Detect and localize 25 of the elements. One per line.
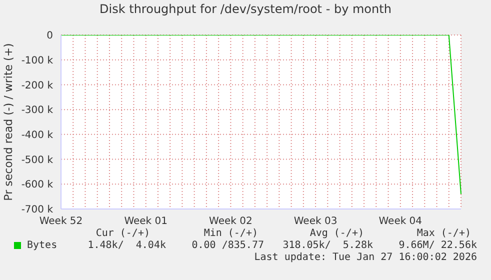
y-tick-label: -200 k	[21, 80, 54, 92]
text: 318.05k/ 5.28k	[282, 240, 373, 251]
y-axis-title: Pr second read (-) / write (+)	[2, 43, 15, 201]
legend-label: Bytes	[26, 240, 58, 251]
text: 1.48k/ 4.04k	[88, 240, 166, 251]
y-tick-label: -500 k	[21, 154, 54, 166]
text: Cur (-/+)	[96, 228, 150, 239]
x-tick-label: Week 02	[209, 216, 252, 228]
text: Min (-/+)	[204, 228, 258, 239]
y-tick-label: -400 k	[21, 130, 54, 141]
x-tick-label: Week 01	[124, 216, 168, 228]
text: 9.66M/ 22.56k	[398, 240, 477, 251]
y-tick-label: 0	[46, 30, 53, 42]
text: Avg (-/+)	[310, 228, 364, 239]
x-tick-label: Week 04	[378, 216, 422, 228]
text: Last update: Tue Jan 27 16:00:02 2026	[254, 252, 477, 263]
text: Max (-/+)	[416, 228, 471, 239]
chart-title: Disk throughput for /dev/system/root - by month	[98, 2, 392, 16]
x-tick-label: Week 03	[294, 216, 338, 228]
y-tick-label: -600 k	[21, 180, 54, 191]
y-tick-label: -100 k	[21, 55, 54, 66]
text: 0.00 /835.77	[192, 240, 264, 251]
y-tick-label: -700 k	[21, 204, 54, 216]
y-tick-label: -300 k	[21, 105, 54, 116]
x-tick-label: Week 52	[39, 216, 83, 228]
